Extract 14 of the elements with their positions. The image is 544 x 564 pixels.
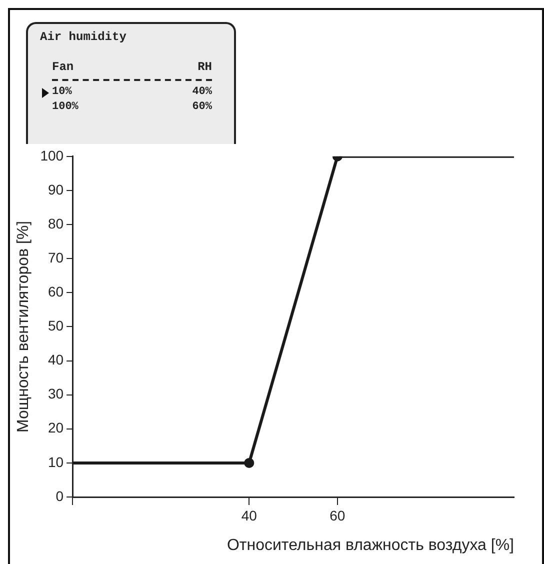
y-tick-label: 10 xyxy=(48,454,64,470)
y-tick-label: 40 xyxy=(48,352,64,368)
y-tick-label: 0 xyxy=(56,488,64,504)
y-tick-label: 50 xyxy=(48,318,64,334)
y-tick-label: 20 xyxy=(48,420,64,436)
y-tick-label: 80 xyxy=(48,215,64,232)
y-tick-label: 100 xyxy=(40,147,64,164)
y-tick-label: 90 xyxy=(48,181,64,198)
x-axis-title: Относительная влажность воздуха [%] xyxy=(226,536,514,554)
y-tick-label: 70 xyxy=(48,249,64,266)
y-tick-label: 60 xyxy=(48,284,64,300)
y-axis-title: Мощность вентиляторов [%] xyxy=(15,220,32,433)
y-tick-label: 30 xyxy=(48,386,64,402)
display-screen: Air humidity Fan RH 10% 40% 100% 60% xyxy=(26,22,236,144)
